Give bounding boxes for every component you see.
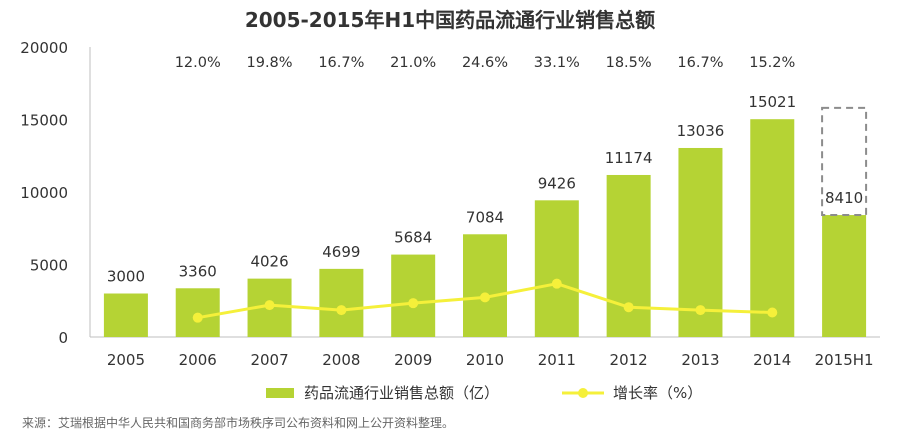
y-tick-label-3: 15000 bbox=[20, 112, 68, 130]
growth-label-2008: 16.7% bbox=[318, 55, 364, 71]
x-axis: 2005 2006 2007 2008 2009 2010 2011 2012 2013 2014… bbox=[90, 336, 880, 369]
x-tick-label-8: 2013 bbox=[681, 351, 719, 369]
growth-line-series bbox=[192, 278, 778, 323]
bar-label-2010: 7084 bbox=[466, 208, 504, 226]
chart-title: 2005-2015年H1中国药品流通行业销售总额 bbox=[245, 8, 655, 32]
growth-point-2009 bbox=[408, 298, 419, 309]
bar-2010 bbox=[463, 234, 507, 337]
growth-label-2010: 24.6% bbox=[462, 55, 508, 71]
bar-2009 bbox=[391, 254, 436, 337]
projection-outline bbox=[821, 106, 868, 217]
bar-label-2006: 3360 bbox=[179, 262, 217, 280]
bar-label-2011: 9426 bbox=[538, 174, 576, 192]
growth-label-2012: 18.5% bbox=[606, 55, 652, 71]
x-tick-label-5: 2010 bbox=[466, 351, 504, 369]
growth-label-2006: 12.0% bbox=[175, 55, 221, 71]
bar-label-2005: 3000 bbox=[107, 268, 145, 286]
y-tick-label-0: 0 bbox=[58, 329, 68, 347]
x-tick-label-6: 2011 bbox=[538, 351, 576, 369]
bar-label-2008: 4699 bbox=[322, 243, 360, 261]
growth-point-2006 bbox=[192, 312, 203, 323]
growth-label-2009: 21.0% bbox=[390, 55, 436, 71]
legend: 药品流通行业销售总额（亿） 增长率（%） bbox=[266, 384, 702, 402]
bar-2012 bbox=[606, 174, 651, 337]
legend-line-label: 增长率（%） bbox=[613, 384, 702, 402]
x-tick-label-2: 2007 bbox=[250, 351, 288, 369]
bar-2011 bbox=[534, 200, 579, 337]
bar-label-2013: 13036 bbox=[677, 122, 725, 140]
source-note: 来源：艾瑞根据中华人民共和国商务部市场秩序司公布资料和网上公开资料整理。 bbox=[22, 415, 454, 430]
growth-label-2013: 16.7% bbox=[677, 55, 723, 71]
growth-label-2014: 15.2% bbox=[749, 55, 795, 71]
bar-2005 bbox=[103, 293, 148, 337]
projection-outline-group bbox=[821, 106, 868, 217]
growth-point-2013 bbox=[695, 305, 706, 316]
x-tick-label-0: 2005 bbox=[107, 351, 145, 369]
bar-value-labels: 3000 3360 4026 4699 5684 7084 9426 11174 13036 15… bbox=[107, 93, 863, 285]
y-tick-label-4: 20000 bbox=[20, 39, 68, 57]
x-tick-label-9: 2014 bbox=[753, 351, 791, 369]
x-tick-label-4: 2009 bbox=[394, 351, 432, 369]
bar-2008 bbox=[319, 268, 364, 337]
bar-label-2007: 4026 bbox=[250, 253, 288, 271]
growth-value-labels: 12.0% 19.8% 16.7% 21.0% 24.6% 33.1% 18.5% 16.7%… bbox=[175, 55, 796, 71]
legend-bar-label: 药品流通行业销售总额（亿） bbox=[304, 384, 499, 402]
bar-series bbox=[103, 119, 867, 338]
growth-point-2007 bbox=[264, 300, 275, 311]
bar-label-2012: 11174 bbox=[605, 149, 653, 167]
growth-point-2011 bbox=[551, 278, 562, 289]
legend-bar-swatch bbox=[266, 388, 294, 398]
x-tick-label-3: 2008 bbox=[322, 351, 360, 369]
growth-point-2010 bbox=[480, 292, 490, 303]
y-tick-label-2: 10000 bbox=[20, 184, 68, 202]
bar-label-2014: 15021 bbox=[748, 93, 796, 111]
growth-label-2011: 33.1% bbox=[534, 55, 580, 71]
growth-label-2007: 19.8% bbox=[247, 55, 293, 71]
growth-point-2012 bbox=[623, 302, 634, 313]
bar-2006 bbox=[175, 288, 220, 337]
y-tick-label-1: 5000 bbox=[30, 257, 68, 275]
legend-line-marker bbox=[578, 388, 588, 398]
y-axis: 0 5000 10000 15000 20000 bbox=[20, 39, 91, 347]
bar-2014 bbox=[750, 119, 795, 338]
bar-2015H1 bbox=[822, 215, 867, 337]
bar-label-2009: 5684 bbox=[394, 229, 432, 247]
growth-point-2014 bbox=[767, 307, 778, 318]
bar-label-2015H1: 8410 bbox=[825, 189, 863, 207]
x-tick-label-1: 2006 bbox=[179, 351, 217, 369]
x-tick-label-10: 2015H1 bbox=[815, 351, 874, 369]
x-tick-label-7: 2012 bbox=[610, 351, 648, 369]
growth-point-2008 bbox=[336, 305, 347, 316]
